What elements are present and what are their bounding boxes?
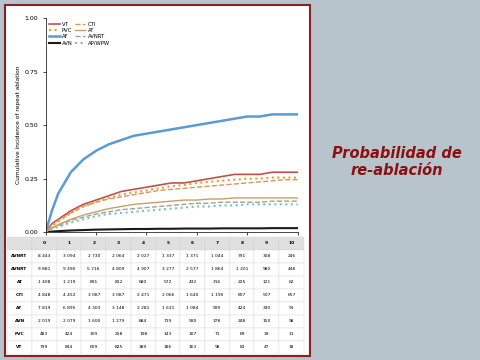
Legend: VT, PVC, AF, AVN, CTI, AT, AVNRT, AP/WPW: VT, PVC, AF, AVN, CTI, AT, AVNRT, AP/WPW [48, 21, 111, 47]
Text: Probabilidad de
re-ablación: Probabilidad de re-ablación [332, 146, 462, 178]
Y-axis label: Cumulative incidence of repeat ablation: Cumulative incidence of repeat ablation [16, 66, 22, 184]
X-axis label: Years post index ablation: Years post index ablation [128, 248, 216, 253]
